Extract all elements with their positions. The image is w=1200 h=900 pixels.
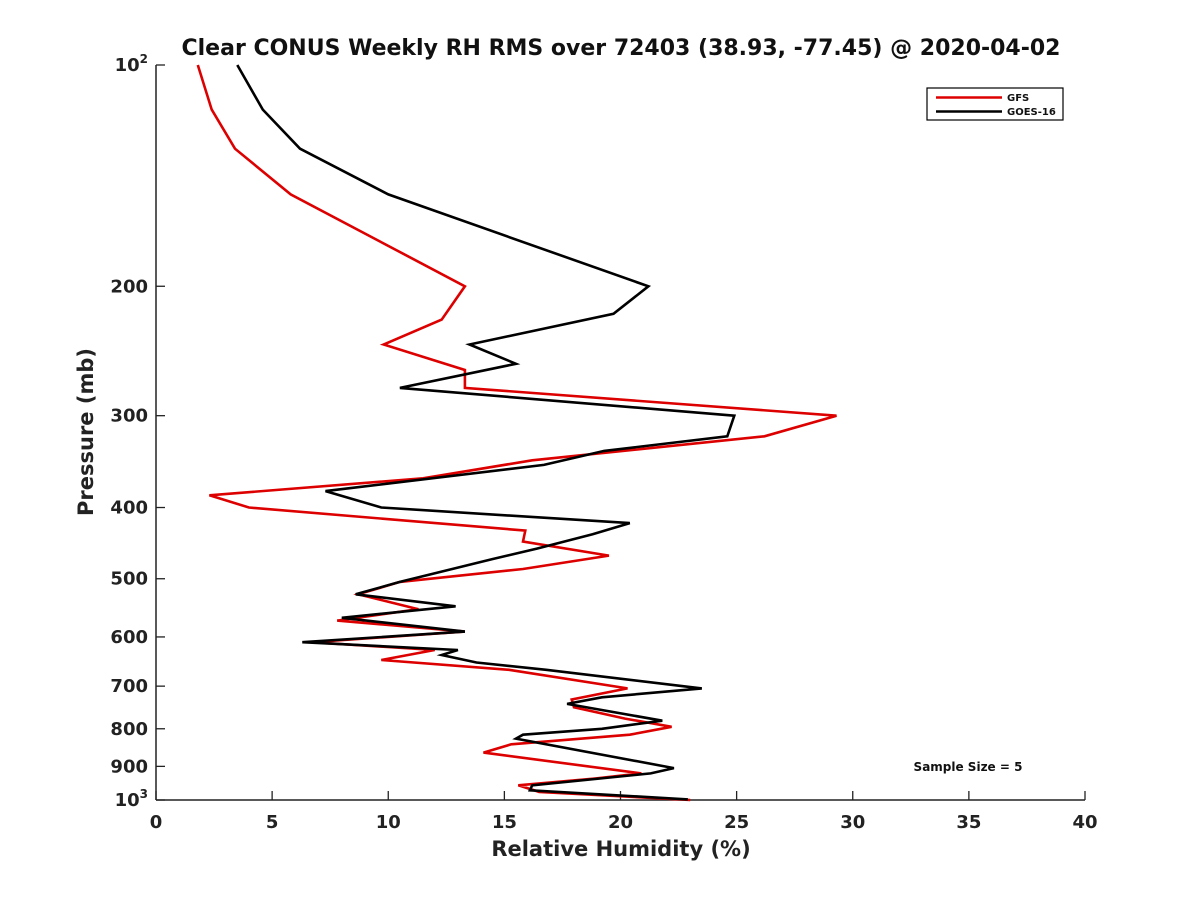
y-tick-label: 500 xyxy=(110,569,148,590)
y-tick-label: 600 xyxy=(110,627,148,648)
x-tick-label: 20 xyxy=(608,812,633,833)
y-tick-label: 300 xyxy=(110,406,148,427)
series-line-goes-16 xyxy=(236,64,737,801)
sample-size-annotation: Sample Size = 5 xyxy=(914,760,1023,774)
x-tick-label: 25 xyxy=(724,812,749,833)
y-tick-label: 200 xyxy=(110,276,148,297)
y-axis-ticks: 102 200 300 400 500 600 700 800 900 103 xyxy=(110,52,165,811)
x-tick-label: 35 xyxy=(956,812,981,833)
legend: GFS GOES-16 xyxy=(926,87,1064,121)
x-axis-label: Relative Humidity (%) xyxy=(491,837,750,861)
x-tick-label: 40 xyxy=(1072,812,1097,833)
legend-label-gfs: GFS xyxy=(1007,93,1029,104)
x-tick-label: 15 xyxy=(492,812,517,833)
x-tick-label: 10 xyxy=(376,812,401,833)
x-axis-ticks: 0 5 10 15 20 25 30 35 40 xyxy=(150,791,1098,833)
y-tick-label: 103 xyxy=(115,787,148,811)
series-layer xyxy=(196,64,837,802)
x-tick-label: 5 xyxy=(266,812,279,833)
y-tick-label: 400 xyxy=(110,498,148,519)
y-tick-label: 900 xyxy=(110,756,148,777)
y-tick-label: 102 xyxy=(115,52,148,76)
x-tick-label: 30 xyxy=(840,812,865,833)
legend-label-goes-16: GOES-16 xyxy=(1007,107,1056,118)
chart-title: Clear CONUS Weekly RH RMS over 72403 (38… xyxy=(182,36,1061,61)
y-tick-label: 800 xyxy=(110,719,148,740)
y-tick-label: 700 xyxy=(110,676,148,697)
legend-box xyxy=(926,87,1064,121)
x-tick-label: 0 xyxy=(150,812,163,833)
y-axis-label: Pressure (mb) xyxy=(74,348,98,516)
